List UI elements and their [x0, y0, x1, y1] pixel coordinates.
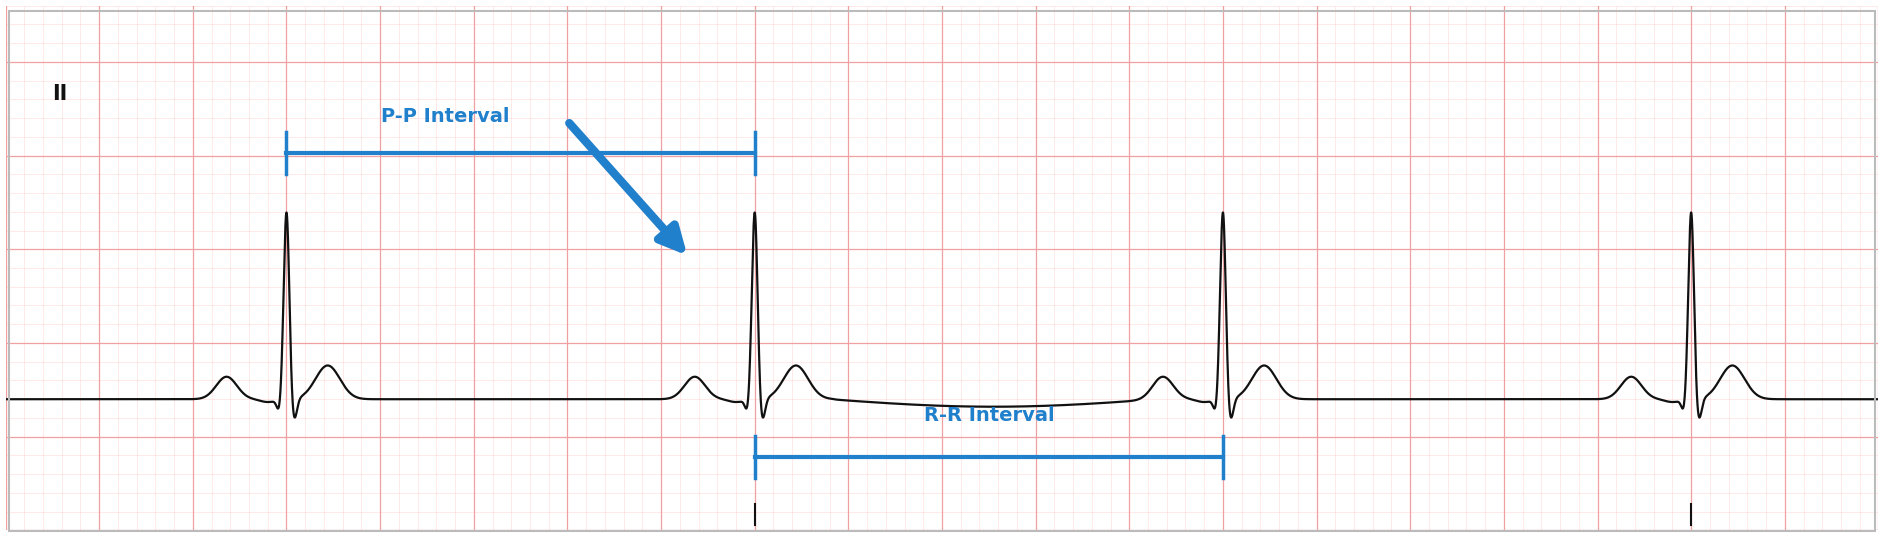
Text: II: II — [53, 84, 68, 104]
Text: P-P Interval: P-P Interval — [381, 107, 511, 126]
Text: R-R Interval: R-R Interval — [923, 406, 1055, 426]
